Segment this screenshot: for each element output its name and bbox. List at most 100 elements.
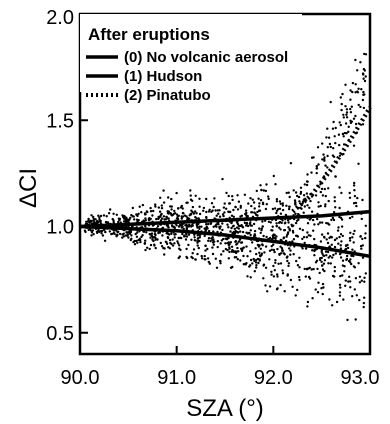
scatter-point [115,234,118,237]
scatter-point [191,205,195,209]
scatter-point [187,233,191,236]
scatter-point [237,231,240,234]
scatter-point [313,254,316,257]
scatter-point [230,214,234,217]
scatter-point [160,204,163,207]
scatter-point [281,202,284,205]
scatter-point [188,224,191,227]
scatter-point [205,216,208,220]
scatter-point [180,226,183,229]
scatter-point [165,242,169,246]
scatter-point [308,206,311,209]
scatter-point [113,232,116,235]
scatter-point [270,248,273,251]
scatter-point [275,222,278,225]
scatter-point [340,102,343,106]
scatter-point [90,234,93,237]
scatter-point [361,72,365,75]
scatter-point [240,214,244,217]
scatter-point [159,219,163,222]
scatter-point [189,189,192,192]
scatter-point [279,228,282,231]
scatter-point [275,209,279,212]
scatter-point [258,205,261,208]
scatter-point [302,194,306,197]
scatter-point [341,259,345,262]
scatter-point [326,146,329,149]
scatter-point [136,241,139,244]
scatter-point [239,259,242,262]
scatter-point [321,194,325,197]
scatter-point [221,222,224,225]
scatter-point [283,222,287,225]
scatter-point [342,113,345,117]
scatter-point [205,225,208,228]
scatter-point [230,250,233,253]
scatter-point [135,213,138,216]
scatter-point [162,189,165,192]
scatter-point [139,240,142,244]
scatter-point [249,258,253,262]
scatter-point [363,79,367,83]
scatter-point [327,199,330,203]
scatter-point [256,210,259,214]
scatter-point [180,223,184,227]
scatter-point [341,132,345,136]
scatter-point [202,209,205,212]
scatter-point [344,122,348,125]
scatter-point [354,83,357,86]
scatter-point [354,122,358,126]
scatter-point [134,232,137,236]
scatter-point [189,212,192,216]
scatter-point [321,221,324,224]
scatter-point [196,252,199,256]
scatter-point [278,200,282,203]
scatter-point [212,205,215,209]
scatter-point [89,219,92,222]
scatter-point [234,240,238,243]
scatter-point [123,217,127,220]
scatter-point [333,196,336,199]
scatter-point [158,210,162,213]
scatter-point [315,167,318,170]
scatter-point [205,197,208,201]
scatter-point [338,215,341,219]
scatter-point [338,235,341,239]
scatter-point [150,234,154,238]
scatter-point [337,226,340,229]
scatter-point [298,256,301,259]
scatter-point [340,191,343,195]
scatter-point [281,248,284,252]
scatter-point [268,258,271,261]
scatter-point [287,264,290,268]
scatter-point [320,287,323,290]
scatter-point [270,273,273,276]
scatter-point [283,290,286,293]
scatter-point [207,260,210,264]
scatter-point [222,237,225,241]
scatter-point [348,275,351,278]
scatter-point [344,284,347,287]
scatter-point [240,224,243,227]
scatter-point [212,243,215,246]
scatter-point [203,254,206,258]
scatter-point [167,246,170,249]
series-line-2 [291,106,372,214]
scatter-point [349,231,352,234]
scatter-point [306,173,309,176]
scatter-point [243,193,247,196]
scatter-point [286,219,290,222]
scatter-point [277,221,281,224]
scatter-point [272,275,276,278]
scatter-point [245,245,248,248]
scatter-point [175,224,178,227]
scatter-point [190,238,193,241]
scatter-point [207,229,211,233]
scatter-point [144,217,147,220]
scatter-point [272,174,275,178]
scatter-point [324,194,327,198]
scatter-point [318,271,321,275]
scatter-point [324,250,328,253]
scatter-point [198,239,201,243]
